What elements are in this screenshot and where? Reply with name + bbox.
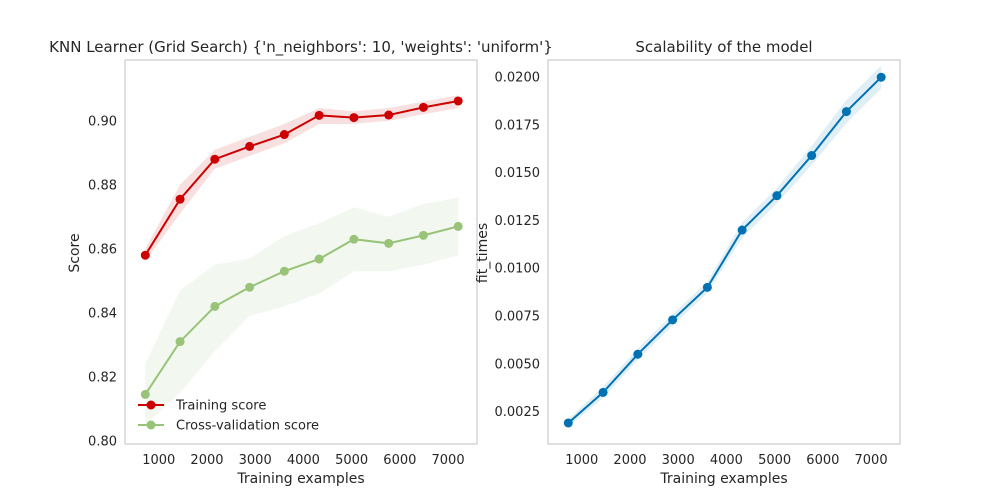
legend-label: Training score	[175, 399, 266, 414]
y-tick-label: 0.90	[88, 114, 117, 129]
data-point	[841, 107, 851, 117]
data-point	[140, 250, 150, 260]
data-point	[279, 130, 289, 140]
data-point	[349, 234, 359, 244]
x-tick-label: 7000	[855, 453, 888, 468]
data-point	[633, 349, 643, 359]
data-point	[876, 72, 886, 82]
x-tick-label: 3000	[662, 453, 695, 468]
x-tick-label: 2000	[190, 453, 223, 468]
data-point	[418, 230, 428, 240]
x-tick-label: 4000	[710, 453, 743, 468]
series-line	[144, 99, 459, 256]
y-tick-label: 0.82	[88, 370, 117, 385]
confidence-band	[145, 95, 459, 262]
x-tick-label: 3000	[239, 453, 272, 468]
data-point	[737, 225, 747, 235]
series-line	[567, 76, 882, 424]
data-point	[210, 154, 220, 164]
x-axis-label: Training examples	[659, 471, 787, 487]
y-tick-label: 0.0025	[495, 405, 541, 420]
data-point	[314, 110, 324, 120]
confidence-band	[145, 197, 459, 425]
x-tick-label: 6000	[806, 453, 839, 468]
x-tick-label: 5000	[335, 453, 368, 468]
y-tick-label: 0.0075	[495, 310, 541, 325]
plot-frame	[547, 59, 901, 445]
legend-marker	[146, 420, 156, 430]
chart-title: Scalability of the model	[635, 38, 812, 56]
x-tick-label: 4000	[287, 453, 320, 468]
data-point	[384, 238, 394, 248]
y-tick-label: 0.0175	[495, 118, 541, 133]
y-tick-label: 0.0100	[495, 262, 541, 277]
x-tick-label: 6000	[383, 453, 416, 468]
data-point	[210, 301, 220, 311]
y-tick-label: 0.0125	[495, 214, 541, 229]
data-point	[384, 110, 394, 120]
x-tick-label: 7000	[432, 453, 465, 468]
y-tick-label: 0.86	[88, 242, 117, 257]
x-tick-label: 1000	[142, 453, 175, 468]
x-tick-label: 2000	[613, 453, 646, 468]
data-point	[668, 315, 678, 325]
data-point	[175, 337, 185, 347]
series-line	[144, 225, 459, 395]
y-tick-label: 0.88	[88, 178, 117, 193]
data-point	[418, 102, 428, 112]
learning-curve-panel: KNN Learner (Grid Search) {'n_neighbors'…	[49, 38, 553, 487]
chart-title: KNN Learner (Grid Search) {'n_neighbors'…	[49, 38, 553, 57]
x-tick-label: 5000	[758, 453, 791, 468]
y-tick-label: 0.0200	[495, 71, 541, 86]
y-axis-label: Score	[67, 233, 83, 272]
y-tick-label: 0.84	[88, 306, 117, 321]
data-point	[453, 96, 463, 106]
legend-label: Cross-validation score	[176, 419, 319, 434]
data-point	[175, 194, 185, 204]
y-tick-label: 0.80	[88, 434, 117, 449]
data-point	[349, 113, 359, 123]
data-point	[140, 389, 150, 399]
data-point	[598, 387, 608, 397]
data-point	[453, 221, 463, 231]
data-point	[314, 254, 324, 264]
x-axis-label: Training examples	[236, 471, 364, 487]
plot-frame	[124, 59, 478, 445]
data-point	[702, 282, 712, 292]
y-axis-label: fit_times	[475, 223, 491, 283]
data-point	[807, 151, 817, 161]
data-point	[279, 266, 289, 276]
data-point	[772, 191, 782, 201]
y-tick-label: 0.0050	[495, 357, 541, 372]
scalability-panel: Scalability of the model Training exampl…	[475, 38, 901, 487]
data-point	[563, 418, 573, 428]
y-tick-label: 0.0150	[495, 166, 541, 181]
x-tick-label: 1000	[565, 453, 598, 468]
data-point	[245, 141, 255, 151]
confidence-band	[568, 65, 882, 427]
data-point	[245, 282, 255, 292]
legend-marker	[146, 400, 156, 410]
